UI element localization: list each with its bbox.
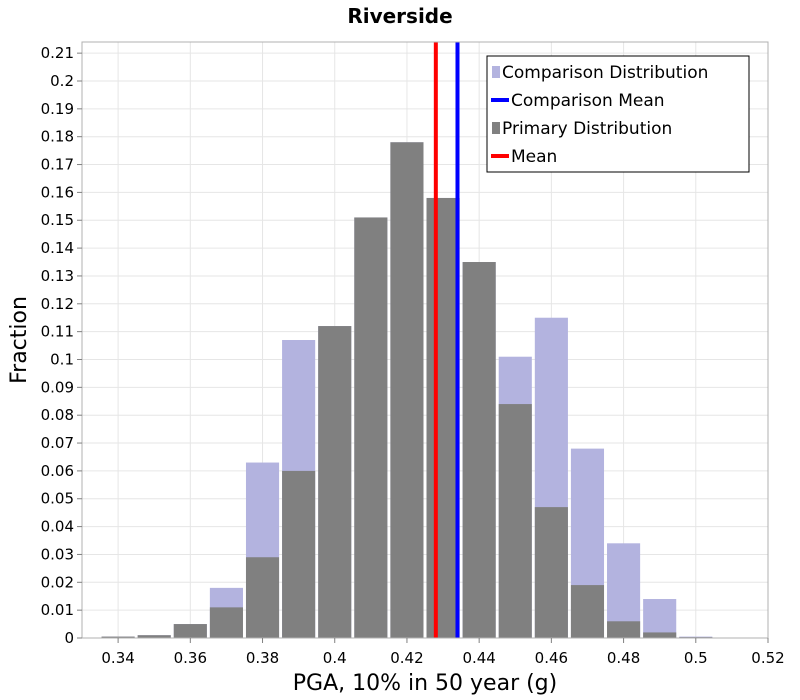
y-tick-label: 0.1: [50, 350, 74, 368]
primary-distribution-bar: [426, 197, 460, 638]
comparison-mean-legend-label: Comparison Mean: [511, 91, 665, 111]
primary-distribution-bar: [209, 607, 243, 638]
y-tick-label: 0.05: [41, 490, 74, 508]
y-tick-label: 0.18: [41, 128, 74, 146]
primary-distribution-bar: [498, 404, 532, 638]
primary-distribution-bar: [643, 632, 677, 638]
mean-lines: [433, 42, 460, 638]
y-tick-label: 0.19: [41, 100, 74, 118]
x-tick-label: 0.48: [607, 649, 640, 667]
y-tick-label: 0: [64, 629, 74, 647]
primary-distribution-legend-swatch: [492, 122, 500, 134]
y-axis-label: Fraction: [7, 296, 32, 384]
x-tick-label: 0.42: [390, 649, 423, 667]
y-tick-label: 0.12: [41, 295, 74, 313]
primary-distribution-bar: [607, 621, 641, 638]
comparison-distribution-legend-swatch: [492, 66, 500, 78]
comparison-distribution-bar: [643, 599, 677, 638]
comparison-distribution-legend-label: Comparison Distribution: [502, 63, 708, 83]
y-tick-label: 0.16: [41, 183, 74, 201]
legend-box: [486, 55, 750, 173]
mean-legend-label: Mean: [511, 147, 557, 167]
y-tick-label: 0.15: [41, 211, 74, 229]
y-tick-label: 0.01: [41, 601, 74, 619]
x-tick-label: 0.34: [101, 649, 134, 667]
x-tick-label: 0.52: [751, 649, 784, 667]
x-tick-label: 0.38: [246, 649, 279, 667]
primary-distribution-bar: [173, 624, 207, 638]
primary-distribution-bar: [390, 142, 424, 638]
y-tick-label: 0.21: [41, 44, 74, 62]
primary-distribution-bar: [245, 557, 280, 638]
primary-distribution-bar: [462, 262, 496, 638]
x-axis-label: PGA, 10% in 50 year (g): [293, 671, 557, 696]
y-tick-label: 0.11: [41, 323, 74, 341]
primary-distribution-bar: [282, 470, 316, 638]
y-axis-ticks: 0 0.01 0.02 0.03 0.04 0.05 0.06 0.07 0.08 0.09 0.1…: [41, 44, 82, 647]
y-tick-label: 0.03: [41, 545, 74, 563]
primary-distribution-bar: [570, 585, 605, 638]
legend: Comparison Distribution Comparison Mean Pr…: [486, 55, 750, 173]
primary-distribution-bar: [137, 635, 171, 638]
primary-distribution-bar: [534, 507, 568, 638]
y-tick-label: 0.06: [41, 462, 74, 480]
x-axis-ticks: 0.34 0.36 0.38 0.4 0.42 0.44 0.46 0.48 0.5 0.52: [101, 638, 785, 667]
primary-distribution-legend-label: Primary Distribution: [502, 119, 672, 139]
primary-distribution-bar: [354, 217, 388, 638]
x-tick-label: 0.36: [174, 649, 207, 667]
primary-distribution-bar: [318, 326, 352, 638]
y-tick-label: 0.14: [41, 239, 74, 257]
primary-bars: [101, 142, 713, 638]
y-tick-label: 0.09: [41, 378, 74, 396]
y-tick-label: 0.13: [41, 267, 74, 285]
y-tick-label: 0.17: [41, 156, 74, 174]
y-tick-label: 0.08: [41, 406, 74, 424]
chart-title: Riverside: [347, 4, 452, 28]
plot-area-border: [81, 41, 769, 639]
x-tick-label: 0.44: [462, 649, 495, 667]
y-tick-label: 0.04: [41, 518, 74, 536]
primary-distribution-bar: [101, 636, 135, 638]
y-tick-label: 0.2: [50, 72, 74, 90]
x-tick-label: 0.5: [684, 649, 708, 667]
y-tick-label: 0.07: [41, 434, 74, 452]
x-tick-label: 0.46: [535, 649, 568, 667]
y-tick-label: 0.02: [41, 573, 74, 591]
x-tick-label: 0.4: [323, 649, 347, 667]
